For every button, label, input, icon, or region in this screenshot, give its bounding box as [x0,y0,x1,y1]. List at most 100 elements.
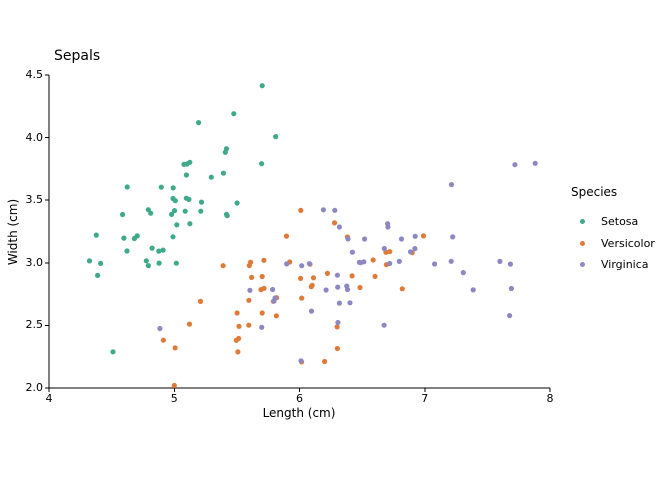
data-point-versicolor [160,337,166,343]
legend-title: Species [571,185,618,199]
data-point-virginica [247,287,253,293]
data-point-versicolor [309,282,315,288]
data-point-setosa [231,111,237,117]
data-point-virginica [306,261,312,267]
data-point-setosa [149,245,155,251]
data-point-virginica [347,300,353,306]
data-point-virginica [299,263,305,269]
data-point-versicolor [261,257,267,263]
data-point-virginica [332,207,338,213]
data-point-setosa [170,185,176,191]
data-point-versicolor [399,286,405,292]
data-point-setosa [143,258,149,264]
data-point-virginica [448,182,455,188]
data-point-setosa [198,199,205,205]
data-point-virginica [336,300,342,306]
data-point-setosa [220,170,226,176]
legend-item-label: Setosa [601,215,639,229]
data-point-versicolor [172,345,178,351]
data-point-versicolor [322,358,328,365]
data-point-virginica [335,284,341,290]
data-point-setosa [198,208,204,214]
x-axis-title: Length (cm) [262,406,336,420]
data-point-setosa [110,349,116,355]
legend-swatch-icon [580,219,585,225]
data-point-virginica [284,261,290,267]
data-point-virginica [344,286,351,293]
data-point-versicolor [236,323,242,329]
data-point-versicolor [197,298,204,304]
data-point-versicolor [259,310,265,316]
data-point-setosa [120,211,126,218]
data-point-virginica [387,260,393,267]
data-point-virginica [385,224,391,230]
legend-item-label: Versicolor [601,236,655,250]
data-point-setosa [174,222,180,228]
chart-title: Sepals [54,48,101,64]
data-point-virginica [358,260,364,266]
data-point-setosa [98,260,104,266]
data-point-virginica [508,285,514,292]
data-point-versicolor [246,322,252,328]
data-point-setosa [124,248,130,254]
x-tick-label: 8 [546,392,554,405]
data-point-virginica [470,287,476,293]
x-tick-label: 6 [296,392,303,405]
y-tick-label: 4.0 [25,130,44,144]
data-point-setosa [121,235,127,241]
data-point-versicolor [236,335,242,342]
data-point-virginica [381,245,387,252]
legend-item-virginica: Virginica [571,254,671,276]
data-point-versicolor [246,297,252,303]
data-point-versicolor [349,273,355,279]
data-point-versicolor [372,273,378,279]
data-point-virginica [320,207,326,213]
data-point-versicolor [298,275,304,281]
data-point-setosa [156,260,162,266]
legend-swatch-icon [580,262,585,268]
data-point-versicolor [332,220,338,226]
data-point-setosa [124,184,130,190]
legend-item-label: Virginica [601,258,649,272]
data-point-setosa [131,235,137,242]
y-tick-label: 2.5 [25,318,44,332]
legend-item-versicolor: Versicolor [571,233,671,255]
data-point-versicolor [324,270,330,276]
data-point-setosa [183,172,189,178]
data-point-setosa [172,198,178,204]
data-point-setosa [259,83,265,89]
y-tick-label: 4.5 [25,68,44,81]
data-point-versicolor [334,324,340,330]
data-point-virginica [362,236,368,242]
data-point-setosa [169,211,175,217]
data-point-virginica [512,162,518,168]
data-point-setosa [148,210,154,216]
data-point-setosa [208,174,214,180]
x-tick-label: 4 [45,392,53,405]
data-point-virginica [334,272,340,278]
data-point-versicolor [310,275,317,281]
data-point-versicolor [220,263,226,269]
data-point-versicolor [171,382,177,389]
x-tick-label: 7 [421,392,429,405]
data-point-virginica [272,295,278,301]
data-point-virginica [460,270,466,276]
data-point-virginica [298,358,304,364]
data-point-versicolor [246,262,252,269]
data-point-setosa [234,200,240,206]
data-point-virginica [432,261,438,267]
legend: Species Setosa Versicolor Virginica [571,185,671,276]
data-point-setosa [259,161,265,167]
data-point-virginica [532,160,538,166]
data-point-virginica [396,258,402,264]
data-point-versicolor [420,233,427,239]
legend-swatch-icon [580,240,585,246]
data-point-setosa [86,258,93,264]
data-point-setosa [186,196,192,202]
data-point-versicolor [235,349,241,355]
data-point-setosa [223,211,230,217]
data-point-virginica [335,319,341,326]
data-point-virginica [308,308,315,314]
